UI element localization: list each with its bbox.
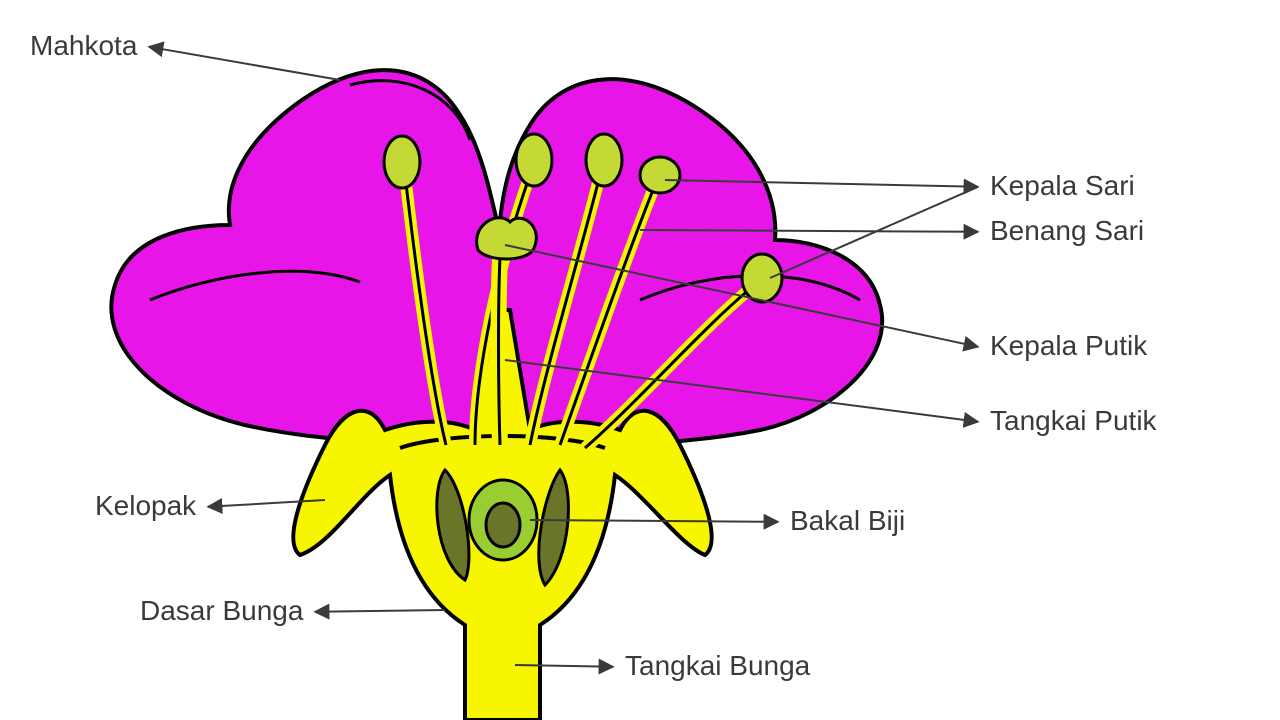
label-benang-sari: Benang Sari [990, 215, 1144, 247]
label-tangkai-bunga: Tangkai Bunga [625, 650, 810, 682]
label-dasar-bunga: Dasar Bunga [140, 595, 303, 627]
label-mahkota: Mahkota [30, 30, 137, 62]
label-tangkai-putik: Tangkai Putik [990, 405, 1157, 437]
label-bakal-biji: Bakal Biji [790, 505, 905, 537]
label-kepala-putik: Kepala Putik [990, 330, 1147, 362]
label-kelopak: Kelopak [95, 490, 196, 522]
label-kepala-sari: Kepala Sari [990, 170, 1135, 202]
